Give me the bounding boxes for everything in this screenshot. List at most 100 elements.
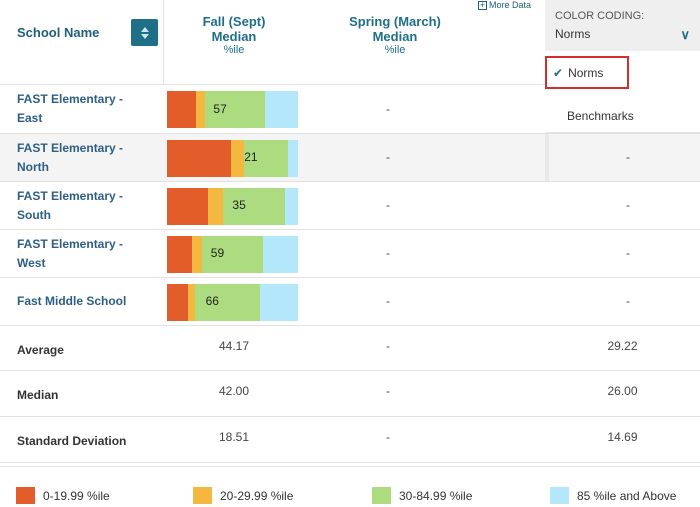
- bar-segment: [167, 235, 192, 273]
- bar-segment: [231, 139, 245, 177]
- bar-segment: [195, 91, 205, 128]
- color-coding-value: Norms: [555, 27, 591, 41]
- school-name-link[interactable]: FAST Elementary - North: [17, 139, 123, 177]
- school-name-link[interactable]: FAST Elementary - South: [17, 187, 123, 225]
- dropdown-shadow: [545, 134, 549, 181]
- option-benchmarks[interactable]: Benchmarks: [567, 109, 634, 123]
- stat-extra-value: 14.69: [607, 430, 638, 444]
- percentile-bar[interactable]: [167, 235, 298, 273]
- percentile-bar[interactable]: [167, 139, 298, 177]
- option-norms[interactable]: ✔ Norms: [545, 56, 629, 89]
- fall-subtitle: %ile: [223, 44, 245, 56]
- stat-fall-value: 42.00: [218, 384, 250, 398]
- spring-title-line1: Spring (March): [349, 14, 441, 29]
- stat-label: Standard Deviation: [17, 434, 127, 448]
- table-row: FAST Elementary - East 57 -: [0, 85, 700, 134]
- table-row: Fast Middle School 66 - -: [0, 278, 700, 326]
- bar-segment: [167, 139, 232, 177]
- school-name-header[interactable]: School Name: [17, 25, 100, 40]
- check-icon: ✔: [553, 65, 564, 80]
- spring-title-line2: Median: [372, 29, 418, 44]
- legend-label: 30-84.99 %ile: [399, 488, 473, 503]
- legend-label: 20-29.99 %ile: [220, 488, 294, 503]
- school-name-line1: Fast Middle School: [17, 294, 127, 308]
- option-norms-label: Norms: [568, 65, 604, 80]
- stat-spring-value: -: [386, 384, 390, 398]
- color-coding-select[interactable]: COLOR CODING: Norms ∨: [545, 0, 700, 51]
- more-data-label: More Data: [489, 0, 532, 10]
- legend-item: 85 %ile and Above: [550, 487, 676, 504]
- legend-item: 0-19.99 %ile: [16, 487, 110, 504]
- spring-median-value: -: [386, 294, 390, 308]
- extra-column-value: -: [626, 294, 630, 308]
- legend-swatch: [372, 487, 391, 504]
- sort-icon[interactable]: [131, 19, 158, 46]
- bar-segment: [204, 91, 266, 128]
- extra-column-value: -: [626, 198, 630, 212]
- bar-segment: [167, 187, 208, 225]
- spring-median-header[interactable]: Spring (March) Median %ile: [305, 14, 485, 56]
- stat-spring-value: -: [386, 338, 390, 353]
- spring-median-value: -: [386, 150, 390, 164]
- percentile-bar[interactable]: [167, 91, 298, 128]
- legend-swatch: [16, 487, 35, 504]
- plus-square-icon: +: [478, 0, 487, 10]
- spring-median-value: -: [386, 246, 390, 260]
- stat-fall-value: 18.51: [218, 430, 250, 444]
- table-row: FAST Elementary - West 59 - -: [0, 230, 700, 278]
- stat-fall-value: 44.17: [218, 338, 250, 353]
- legend-label: 0-19.99 %ile: [43, 488, 110, 503]
- stats-row: Standard Deviation 18.51 - 14.69: [0, 417, 700, 463]
- fall-title-line1: Fall (Sept): [202, 14, 266, 29]
- legend-item: 30-84.99 %ile: [372, 487, 472, 504]
- table-header: School Name Fall (Sept) Median %ile Spri…: [0, 0, 700, 85]
- legend-label: 85 %ile and Above: [577, 488, 677, 503]
- school-name-line2: North: [17, 160, 49, 174]
- school-name-link[interactable]: FAST Elementary - West: [17, 235, 123, 273]
- bar-segment: [167, 283, 188, 321]
- sort-up-icon: [140, 26, 149, 32]
- stat-spring-value: -: [386, 430, 390, 444]
- stat-extra-value: 26.00: [607, 384, 638, 398]
- bar-segment: [262, 235, 298, 273]
- fall-title-line2: Median: [211, 29, 257, 44]
- stats-row: Median 42.00 - 26.00: [0, 371, 700, 417]
- fall-median-value: 21: [244, 150, 258, 164]
- bar-segment: [260, 283, 298, 321]
- fall-median-value: 66: [205, 294, 219, 308]
- bar-segment: [287, 139, 298, 177]
- fall-median-value: 59: [210, 246, 225, 260]
- fall-median-header[interactable]: Fall (Sept) Median %ile: [163, 14, 305, 56]
- table-row: FAST Elementary - South 35 - -: [0, 182, 700, 230]
- table-row: FAST Elementary - North 21 - -: [0, 134, 700, 182]
- school-name-link[interactable]: FAST Elementary - East: [17, 90, 123, 128]
- school-name-line1: FAST Elementary -: [17, 92, 124, 106]
- school-name-line2: South: [17, 208, 51, 222]
- school-name-link[interactable]: Fast Middle School: [17, 292, 126, 311]
- more-data-link[interactable]: + More Data: [478, 0, 531, 10]
- extra-column-value: -: [626, 150, 630, 164]
- bar-segment: [284, 187, 298, 225]
- bar-segment: [244, 139, 288, 177]
- school-name-line1: FAST Elementary -: [17, 189, 124, 203]
- bar-segment: [167, 91, 196, 128]
- legend-swatch: [193, 487, 212, 504]
- fall-median-value: 35: [232, 198, 246, 212]
- bar-segment: [223, 187, 285, 225]
- percentile-bar[interactable]: [167, 187, 298, 225]
- spring-subtitle: %ile: [384, 44, 406, 56]
- bar-segment: [265, 91, 298, 128]
- school-name-line2: East: [17, 111, 43, 125]
- legend-item: 20-29.99 %ile: [193, 487, 293, 504]
- stat-extra-value: 29.22: [607, 338, 638, 353]
- spring-median-value: -: [386, 198, 390, 212]
- column-divider: [163, 0, 164, 85]
- percentile-bar[interactable]: [167, 283, 298, 321]
- extra-column-value: -: [626, 246, 630, 260]
- sort-down-icon: [140, 33, 149, 39]
- bar-segment: [202, 235, 263, 273]
- legend-swatch: [550, 487, 569, 504]
- bar-segment: [194, 283, 260, 321]
- school-name-line1: FAST Elementary -: [17, 141, 124, 155]
- bar-segment: [187, 283, 195, 321]
